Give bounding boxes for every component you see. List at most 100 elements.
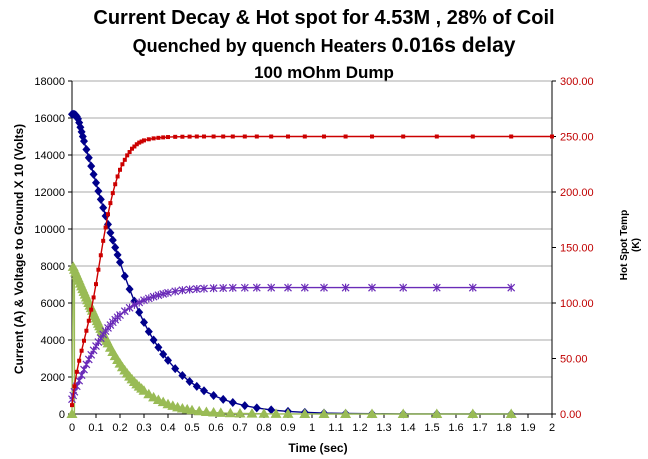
y2-tick-label: 50.00 [560, 354, 588, 366]
data-point [106, 212, 110, 217]
data-point [154, 291, 163, 300]
data-point [86, 318, 91, 323]
y-tick-label: 14000 [34, 150, 65, 162]
y2-axis-label-line: Hot Spot Temp [619, 210, 630, 280]
data-point [142, 138, 146, 143]
series-hot-spot-temp [70, 134, 554, 408]
series-layer [66, 109, 554, 419]
series-line [71, 135, 552, 406]
data-point [113, 182, 118, 187]
data-point [397, 408, 409, 418]
data-point [399, 283, 408, 292]
y2-axis-ticks: 0.00 50.00 100.00 150.00 200.00 250.00 300.00 [552, 76, 594, 421]
data-point [159, 349, 168, 359]
data-point [96, 267, 101, 272]
chart-title-text: 100 mOhm Dump [254, 63, 394, 82]
data-point [180, 134, 185, 139]
data-point [252, 403, 261, 413]
data-point [116, 257, 124, 267]
data-point [269, 134, 274, 139]
data-point [224, 407, 236, 418]
data-point [135, 298, 144, 307]
y-tick-label: 18000 [34, 76, 65, 88]
x-tick-label: 2 [549, 422, 555, 434]
y2-tick-label: 100.00 [560, 298, 594, 310]
data-point [186, 404, 198, 415]
gridlines [72, 80, 552, 378]
x-tick-label: 0.3 [136, 422, 151, 434]
data-point [254, 134, 259, 139]
data-point [82, 144, 91, 154]
data-point [509, 134, 514, 139]
data-point [211, 134, 216, 139]
data-point [125, 303, 134, 312]
data-point [219, 394, 228, 404]
data-point [219, 284, 228, 293]
data-point [209, 391, 218, 400]
data-point [110, 191, 115, 196]
data-point [120, 162, 125, 167]
data-point [507, 283, 516, 292]
data-point [120, 271, 129, 281]
data-point [171, 364, 180, 374]
data-point [505, 408, 517, 418]
data-point [341, 283, 350, 292]
y-axis-label: Current (A) & Voltage to Ground X 10 (Vo… [12, 124, 26, 374]
data-point [270, 408, 282, 418]
data-point [164, 288, 172, 297]
data-point [115, 174, 120, 179]
data-point [103, 225, 108, 230]
series-purple-curve [68, 283, 516, 404]
data-point [82, 338, 86, 343]
data-point [340, 408, 352, 418]
series-line [72, 113, 512, 415]
data-point [173, 134, 178, 139]
data-point [125, 284, 134, 294]
data-point [284, 283, 292, 292]
y-tick-label: 10000 [34, 224, 65, 236]
x-tick-label: 1.5 [424, 422, 439, 434]
data-point [178, 286, 187, 295]
data-point [94, 186, 103, 196]
y-axis-ticks: 0 2000 4000 6000 8000 10000 12000 14000 16000 180… [34, 76, 72, 421]
data-point [434, 134, 439, 139]
data-point [230, 134, 235, 139]
data-point [135, 307, 144, 317]
data-point [370, 134, 374, 139]
data-point [246, 408, 258, 418]
data-point [156, 135, 161, 140]
chart-title-suffix: 0.016s delay [392, 34, 516, 57]
data-point [194, 134, 199, 139]
data-point [431, 408, 443, 418]
data-point [187, 134, 192, 139]
data-point [468, 283, 477, 292]
x-tick-label: 1.6 [448, 422, 463, 434]
y2-tick-label: 0.00 [560, 409, 581, 421]
data-point [240, 283, 249, 292]
data-point [116, 311, 124, 320]
data-point [130, 300, 139, 309]
y2-axis-label-text: Hot Spot Temp(K) [619, 210, 642, 280]
data-point [139, 139, 144, 144]
data-point [77, 358, 82, 363]
data-point [267, 283, 276, 292]
data-point [132, 144, 137, 149]
data-point [101, 238, 106, 243]
y-tick-label: 2000 [41, 372, 65, 384]
data-point [228, 283, 237, 292]
data-point [200, 406, 212, 416]
data-point [550, 134, 554, 139]
data-point [89, 307, 94, 312]
x-tick-label: 0.9 [280, 422, 295, 434]
data-point [106, 228, 115, 238]
data-point [470, 134, 475, 139]
y-tick-label: 6000 [41, 298, 65, 310]
x-tick-label: 0 [69, 422, 75, 434]
chart-title-text: Quenched by quench Heaters [133, 36, 392, 56]
x-tick-label: 1.3 [376, 422, 391, 434]
data-point [151, 136, 156, 141]
data-point [146, 137, 151, 142]
x-tick-label: 1.4 [400, 422, 415, 434]
data-point [252, 283, 261, 292]
data-point [200, 386, 208, 396]
